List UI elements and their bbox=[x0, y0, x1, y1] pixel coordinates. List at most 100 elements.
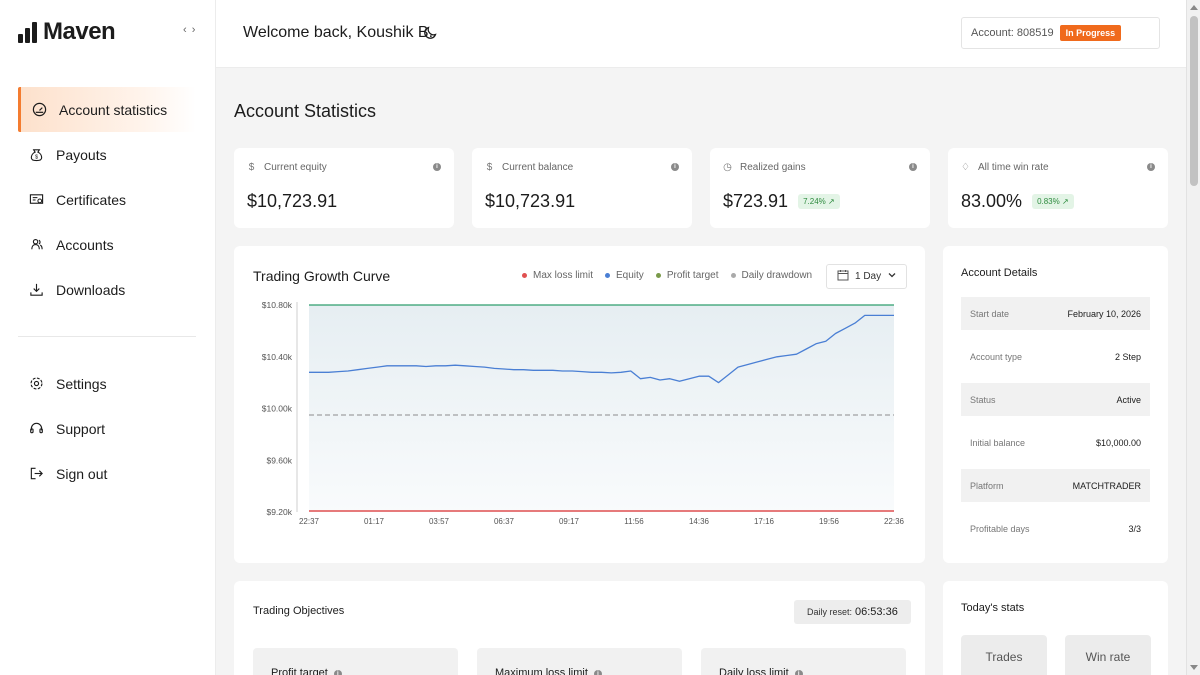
detail-key: Start date bbox=[970, 308, 1010, 319]
objective-max-loss[interactable]: Maximum loss limit i bbox=[477, 648, 682, 675]
sidebar-item-sign-out[interactable]: Sign out bbox=[18, 451, 196, 496]
logo-bars-icon bbox=[18, 21, 37, 43]
sidebar-item-label: Payouts bbox=[56, 146, 107, 163]
info-icon[interactable]: i bbox=[794, 670, 803, 675]
legend-label: Profit target bbox=[666, 270, 719, 281]
brand-name: Maven bbox=[43, 18, 116, 45]
secondary-nav: Settings Support Sign out bbox=[18, 361, 196, 496]
legend-max-loss[interactable]: Max loss limit bbox=[522, 270, 593, 281]
sidebar-item-downloads[interactable]: Downloads bbox=[18, 267, 196, 312]
stat-value: 83.00% bbox=[961, 191, 1023, 211]
welcome-message: Welcome back, Koushik B. bbox=[243, 24, 434, 41]
certificate-icon bbox=[28, 192, 44, 208]
clock-icon: ◷ bbox=[723, 162, 732, 173]
sidebar-item-certificates[interactable]: Certificates bbox=[18, 177, 196, 222]
account-selector[interactable]: Account: 808519 In Progress bbox=[961, 17, 1160, 49]
headset-icon bbox=[28, 421, 44, 437]
svg-text:$: $ bbox=[34, 155, 38, 161]
todays-stats-card: Today's stats Trades Win rate bbox=[943, 581, 1168, 675]
info-icon[interactable]: i bbox=[333, 670, 342, 675]
info-icon[interactable]: i bbox=[593, 670, 602, 675]
account-details-card: Account Details Start date February 10, 2… bbox=[943, 246, 1168, 563]
chevron-down-icon bbox=[887, 270, 897, 283]
detail-key: Initial balance bbox=[970, 437, 1026, 448]
detail-value: 3/3 bbox=[1128, 523, 1141, 534]
sidebar-item-payouts[interactable]: $ Payouts bbox=[18, 132, 196, 177]
collapse-sidebar-icon[interactable]: ‹ › bbox=[183, 24, 197, 36]
scroll-up-arrow-icon[interactable] bbox=[1190, 5, 1198, 10]
legend-dot bbox=[522, 273, 527, 278]
detail-row-status: Status Active bbox=[961, 383, 1150, 416]
range-value: 1 Day bbox=[855, 271, 882, 282]
detail-row-account-type: Account type 2 Step bbox=[961, 340, 1150, 373]
legend-daily-drawdown[interactable]: Daily drawdown bbox=[730, 270, 813, 281]
dark-mode-toggle-icon[interactable] bbox=[423, 24, 439, 45]
maven-logo[interactable]: Maven bbox=[18, 18, 116, 46]
y-tick-label: $10.80k bbox=[262, 300, 293, 310]
objective-daily-loss[interactable]: Daily loss limit i bbox=[701, 648, 906, 675]
legend-equity[interactable]: Equity bbox=[605, 270, 644, 281]
scroll-down-arrow-icon[interactable] bbox=[1190, 665, 1198, 670]
win-rate-button[interactable]: Win rate bbox=[1065, 635, 1151, 675]
legend-dot bbox=[655, 273, 661, 278]
legend-dot bbox=[730, 273, 736, 278]
stat-label: Current balance bbox=[502, 162, 574, 173]
money-bag-icon: $ bbox=[28, 147, 44, 163]
x-tick-label: 03:57 bbox=[429, 517, 450, 526]
plot-area bbox=[309, 305, 894, 512]
y-tick-label: $9.20k bbox=[266, 507, 292, 517]
sidebar-item-label: Support bbox=[56, 420, 106, 437]
account-number: Account: 808519 bbox=[971, 27, 1054, 39]
x-tick-label: 22:36 bbox=[884, 517, 905, 526]
trades-button[interactable]: Trades bbox=[961, 635, 1047, 675]
stat-card-realized-gains: ◷ Realized gains i $723.91 7.24% ↗ bbox=[710, 148, 930, 228]
stat-label: Current equity bbox=[264, 162, 327, 173]
sidebar-item-accounts[interactable]: Accounts bbox=[18, 222, 196, 267]
download-icon bbox=[28, 282, 44, 298]
detail-row-initial-balance: Initial balance $10,000.00 bbox=[961, 426, 1150, 459]
detail-row-start-date: Start date February 10, 2026 bbox=[961, 297, 1150, 330]
stat-label: All time win rate bbox=[978, 162, 1049, 173]
growth-curve-chart[interactable]: $10.80k $10.40k $10.00k $9.60k $9.20k 22:37 01… bbox=[234, 246, 925, 563]
sidebar-item-support[interactable]: Support bbox=[18, 406, 196, 451]
sidebar-item-label: Sign out bbox=[56, 465, 108, 482]
stat-label: Realized gains bbox=[740, 162, 806, 173]
detail-value: 2 Step bbox=[1114, 351, 1141, 362]
info-icon[interactable]: i bbox=[909, 163, 917, 171]
status-badge: In Progress bbox=[1059, 25, 1122, 41]
sidebar-item-settings[interactable]: Settings bbox=[18, 361, 196, 406]
info-icon[interactable]: i bbox=[433, 163, 441, 171]
y-tick-label: $10.40k bbox=[262, 352, 293, 362]
page-scrollbar[interactable] bbox=[1186, 0, 1200, 675]
sidebar: Maven ‹ › Account statistics $ Payouts C… bbox=[0, 0, 216, 675]
time-range-select[interactable]: 1 Day bbox=[826, 264, 907, 289]
sign-out-icon bbox=[28, 466, 44, 482]
x-tick-label: 14:36 bbox=[689, 517, 710, 526]
info-icon[interactable]: i bbox=[671, 163, 679, 171]
gear-icon bbox=[28, 376, 44, 392]
x-tick-label: 06:37 bbox=[494, 517, 515, 526]
objective-profit-target[interactable]: Profit target i bbox=[253, 648, 458, 675]
x-tick-label: 17:16 bbox=[754, 517, 775, 526]
detail-value: $10,000.00 bbox=[1095, 437, 1141, 448]
sidebar-item-account-statistics[interactable]: Account statistics bbox=[18, 87, 196, 132]
legend-label: Max loss limit bbox=[533, 270, 594, 281]
sidebar-item-label: Settings bbox=[56, 375, 107, 392]
gauge-icon bbox=[31, 102, 47, 118]
x-tick-label: 01:17 bbox=[364, 517, 385, 526]
sidebar-item-label: Account statistics bbox=[59, 101, 168, 118]
detail-value: Active bbox=[1116, 394, 1141, 405]
daily-reset-timer: Daily reset: 06:53:36 bbox=[794, 600, 911, 624]
stat-card-win-rate: ♢ All time win rate i 83.00% 0.83% ↗ bbox=[948, 148, 1168, 228]
detail-key: Profitable days bbox=[970, 523, 1030, 534]
detail-value: February 10, 2026 bbox=[1067, 308, 1141, 319]
y-tick-label: $10.00k bbox=[262, 404, 293, 414]
scroll-thumb[interactable] bbox=[1190, 16, 1198, 186]
trading-objectives-card: Trading Objectives Daily reset: 06:53:36 … bbox=[234, 581, 925, 675]
info-icon[interactable]: i bbox=[1147, 163, 1155, 171]
objective-label: Daily loss limit bbox=[719, 667, 789, 675]
dollar-icon: $ bbox=[486, 162, 493, 173]
stat-value: $723.91 bbox=[723, 191, 789, 211]
legend-profit-target[interactable]: Profit target bbox=[655, 270, 719, 281]
legend-label: Daily drawdown bbox=[741, 270, 813, 281]
